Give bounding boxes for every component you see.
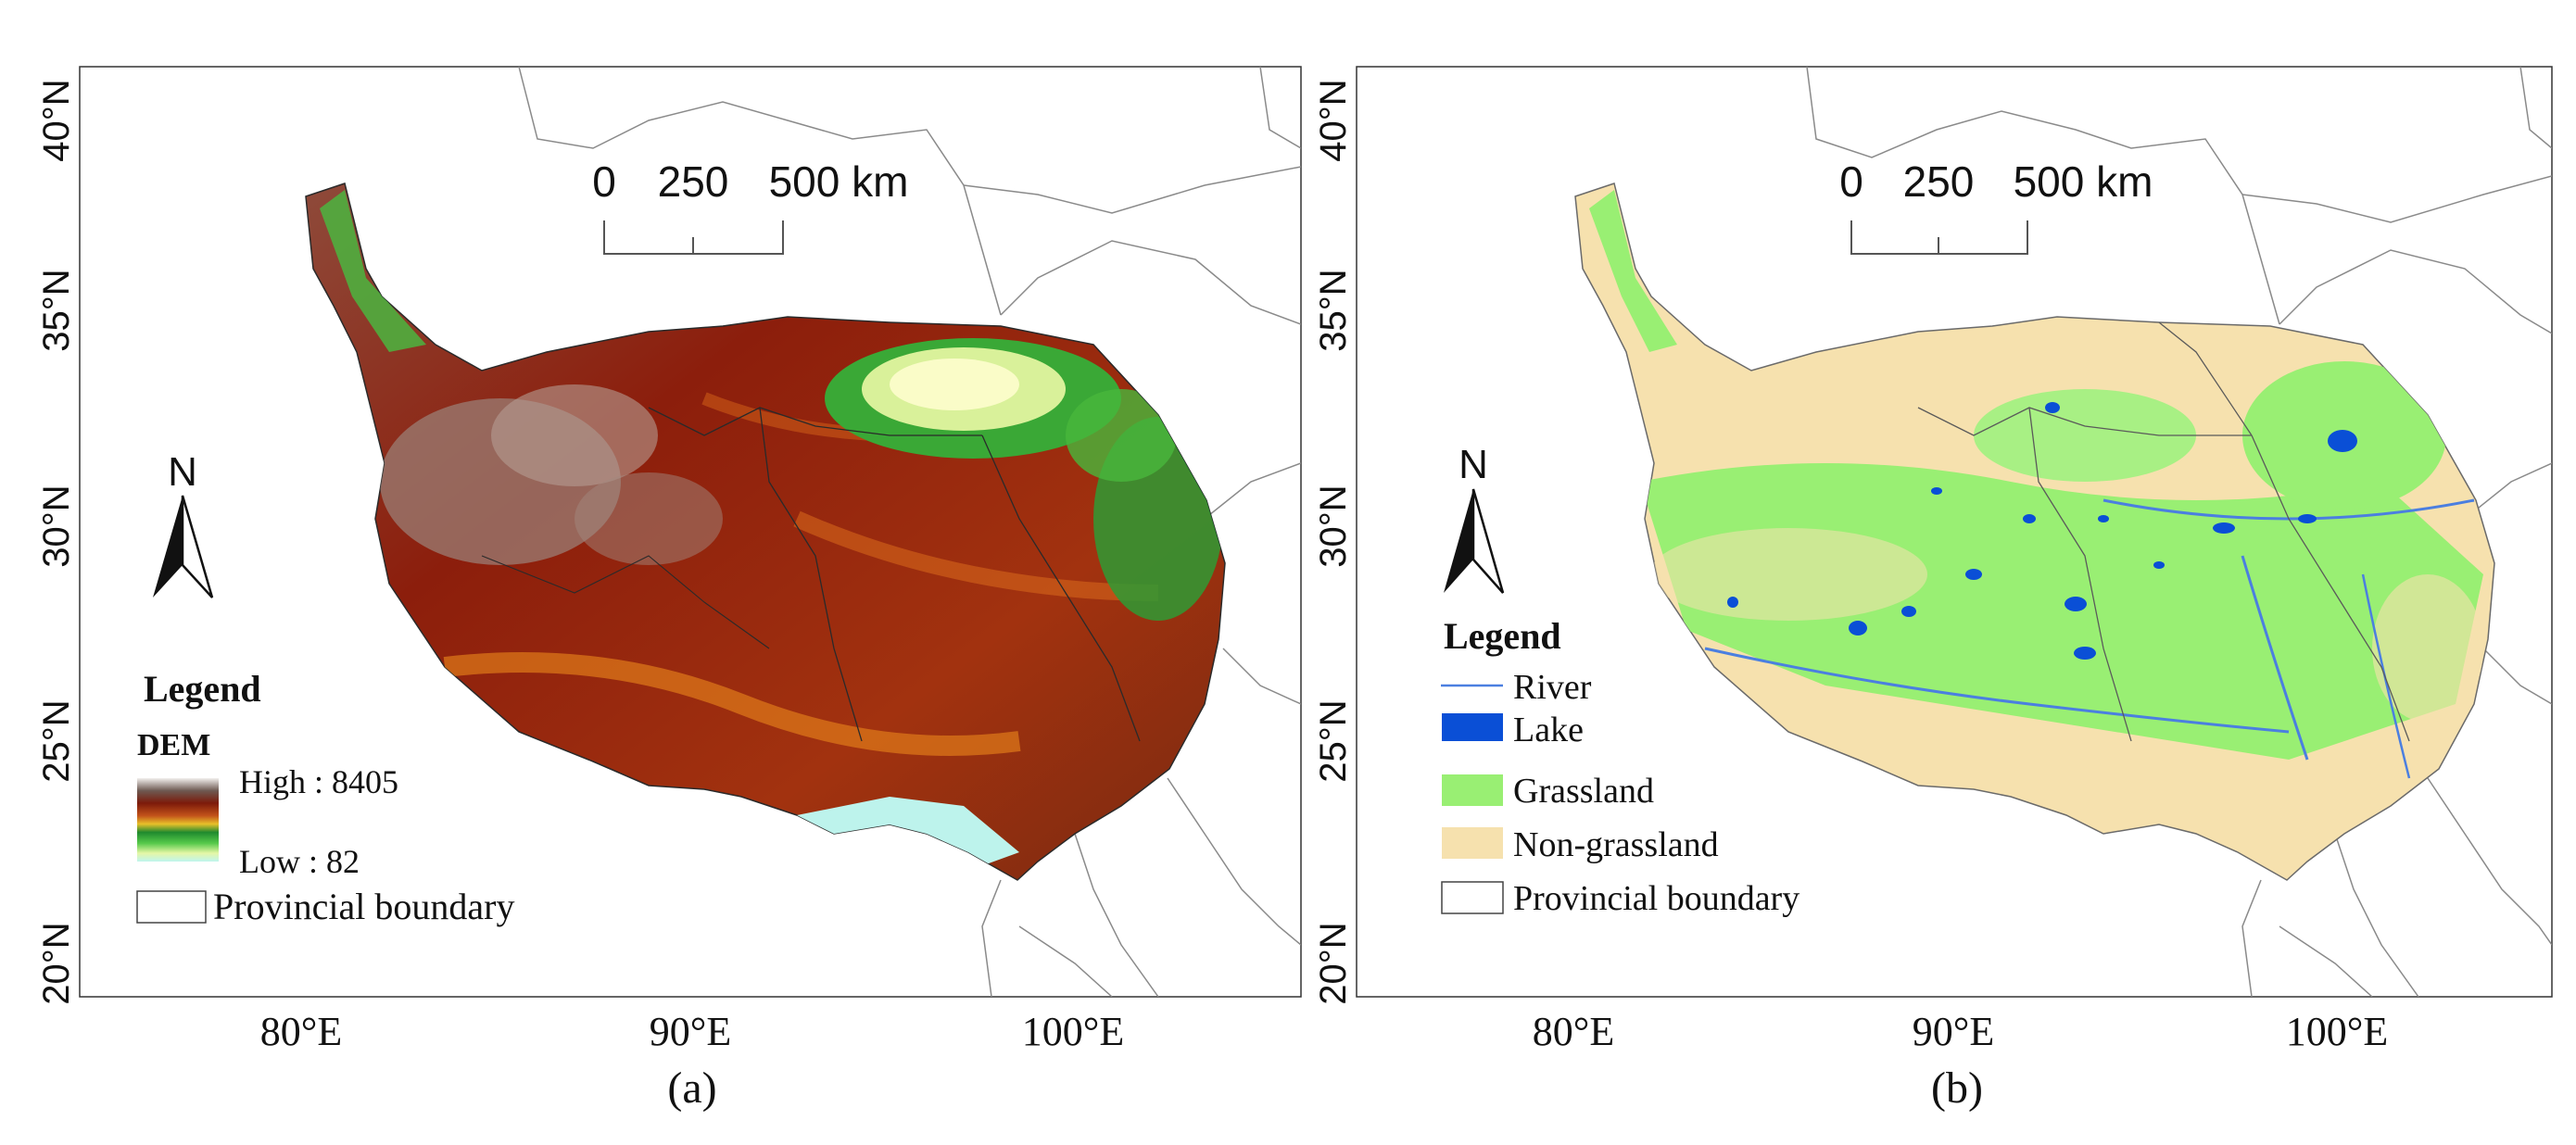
scale-bar: 0 250 500 km <box>1839 157 2153 255</box>
grassland-swatch <box>1442 774 1503 806</box>
dem-title: DEM <box>137 728 210 762</box>
lat-label: 40°N <box>1313 79 1354 161</box>
lat-label: 20°N <box>1313 922 1354 1004</box>
north-arrow-icon: N <box>1444 442 1505 594</box>
lat-label: 25°N <box>1313 699 1354 782</box>
dem-raster <box>305 182 1226 881</box>
lat-label: 30°N <box>36 484 77 567</box>
lat-label: 35°N <box>36 269 77 351</box>
non-grassland-swatch <box>1442 827 1503 859</box>
lon-label: 100°E <box>2286 1009 2388 1054</box>
lon-label: 80°E <box>1533 1009 1614 1054</box>
lat-labels: 40°N 35°N 30°N 25°N 20°N <box>36 79 77 1004</box>
north-label: N <box>1458 442 1488 487</box>
scale-label-250: 250 <box>658 157 729 206</box>
lon-labels: 80°E 90°E 100°E <box>1533 1009 2388 1054</box>
lat-labels: 40°N 35°N 30°N 25°N 20°N <box>1313 79 1354 1004</box>
lon-labels: 80°E 90°E 100°E <box>260 1009 1124 1054</box>
neighbor-boundaries <box>518 67 1301 997</box>
legend: Legend DEM High : 8405 Low : 82 Provinci… <box>136 668 515 927</box>
legend-title: Legend <box>1444 615 1561 657</box>
legend-item-non-grassland: Non-grassland <box>1513 825 1719 864</box>
legend: Legend River Lake Grassland Non-grasslan… <box>1441 615 1799 918</box>
lon-label: 90°E <box>650 1009 731 1054</box>
legend-item-grassland: Grassland <box>1513 772 1654 811</box>
boundary-swatch <box>1441 881 1504 914</box>
scale-label-0: 0 <box>592 157 616 206</box>
lon-label: 80°E <box>260 1009 342 1054</box>
scale-label-0: 0 <box>1839 157 1863 206</box>
dem-color-ramp <box>137 778 219 862</box>
scale-label-500: 500 km <box>2014 157 2153 206</box>
lat-label: 35°N <box>1313 269 1354 351</box>
lat-label: 30°N <box>1313 484 1354 567</box>
boundary-swatch <box>136 890 207 924</box>
north-arrow-icon: N <box>153 449 214 598</box>
caption-a: (a) <box>667 1063 716 1113</box>
scale-bar: 0 250 500 km <box>592 157 909 255</box>
landcover-raster <box>1574 182 2495 881</box>
lon-label: 100°E <box>1022 1009 1124 1054</box>
lat-label: 25°N <box>36 699 77 782</box>
scale-label-250: 250 <box>1903 157 1975 206</box>
legend-item-river: River <box>1513 668 1592 707</box>
neighbor-boundaries <box>1806 67 2552 997</box>
legend-title: Legend <box>144 668 261 710</box>
lat-label: 20°N <box>36 922 77 1004</box>
lat-label: 40°N <box>36 79 77 161</box>
legend-item-lake: Lake <box>1513 711 1584 749</box>
lon-label: 90°E <box>1913 1009 1994 1054</box>
boundary-label: Provincial boundary <box>213 886 515 927</box>
dem-low-label: Low : 82 <box>239 843 360 880</box>
dem-high-label: High : 8405 <box>239 763 398 800</box>
panel-a: 40°N 35°N 30°N 25°N 20°N 80°E 90°E 100°E… <box>36 66 1302 1113</box>
legend-item-boundary: Provincial boundary <box>1513 879 1799 918</box>
lake-swatch <box>1442 713 1503 741</box>
north-label: N <box>168 449 197 495</box>
caption-b: (b) <box>1931 1063 1983 1113</box>
scale-label-500: 500 km <box>769 157 909 206</box>
panel-b: 40°N 35°N 30°N 25°N 20°N 80°E 90°E 100°E… <box>1313 66 2553 1113</box>
